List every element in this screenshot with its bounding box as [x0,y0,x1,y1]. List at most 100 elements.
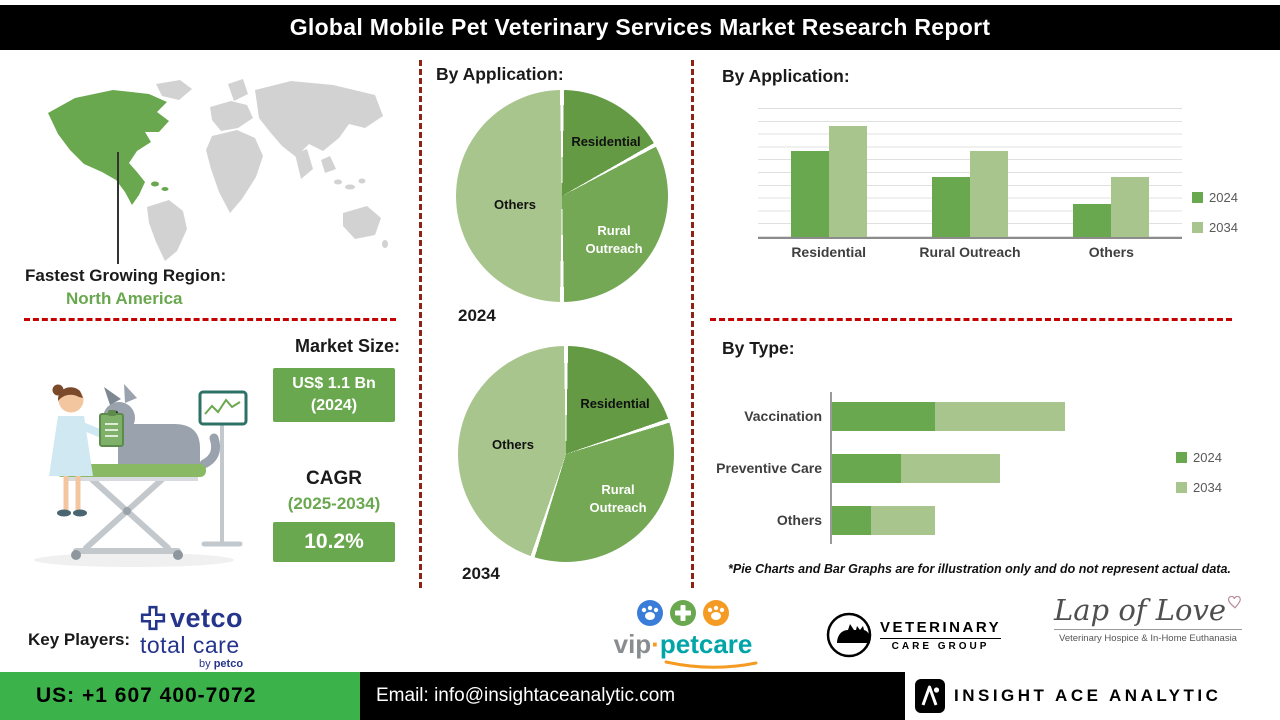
type-bar-row-preventive-care: Preventive Care [712,442,1170,494]
cagr-period: (2025-2034) [287,494,381,513]
bar-group-others [1041,109,1182,237]
type-bar-track [830,505,1170,535]
application-bar-legend: 2024 2034 [1192,190,1238,250]
type-category-label-preventive-care: Preventive Care [716,460,822,476]
key-players-label: Key Players: [28,630,131,649]
bar-2034-preventive-care [901,453,1000,483]
legend-label-2034: 2034 [1209,220,1238,235]
type-bar-row-vaccination: Vaccination [712,390,1170,442]
legend-swatch-2024 [1192,192,1203,203]
fastest-growing-region-label: Fastest Growing Region: [25,266,227,285]
footer-email: Email: info@insightaceanalytic.com [360,672,905,720]
left-section-divider [24,318,396,321]
vetco-total-care: total care [140,632,240,659]
fastest-growing-region-value: North America [66,289,183,308]
pie-slice-label-others: Others [494,197,536,212]
application-bar-chart: Residential Rural Outreach Others [758,108,1182,260]
vcg-divider [880,637,1002,639]
heart-icon [1228,596,1241,609]
application-bar-plot [758,108,1182,239]
mid-left-divider [419,60,422,588]
vip-separator: · [651,629,660,659]
bar-2024-vaccination [830,401,936,431]
type-category-label-others: Others [776,512,822,528]
legend-label-2024: 2024 [1193,450,1222,465]
vip-petcare-icons [637,600,729,626]
bar-2034-rural-outreach [969,151,1008,237]
vetco-name: vetco [170,603,244,633]
map-pointer-line [117,152,119,264]
bar-2034-vaccination [935,401,1065,431]
pie-chart-2034: Residential Rural Outreach Others [458,346,674,562]
market-size-year: (2024) [310,397,358,414]
type-bar-track [830,401,1170,431]
legend-swatch-2034 [1192,222,1203,233]
vetco-by: by [199,658,211,671]
type-bar-rows: Vaccination Preventive Care Others [712,390,1170,546]
bar-group-residential [758,109,899,237]
petcare-text: petcare [659,629,753,659]
insight-ace-logo-icon [915,679,945,713]
bar-2024-rural-outreach [931,176,970,237]
brand-name: INSIGHT ACE ANALYTIC [954,686,1222,705]
veterinarian-illustration [34,382,248,567]
footer-brand: INSIGHT ACE ANALYTIC [905,672,1280,720]
bar-2024-others [1073,203,1112,237]
market-size-label: Market Size: [294,336,400,356]
pie-year-label-2034: 2034 [462,564,500,583]
legend-swatch-2024 [1176,452,1187,463]
type-bar-axis [830,392,832,544]
mid-right-divider [691,60,694,588]
bar-2034-others [870,505,936,535]
legend-item-2024: 2024 [1192,190,1238,205]
right-section-divider [710,318,1232,321]
legend-item-2034: 2034 [1192,220,1238,235]
plus-icon [140,606,166,631]
pie-year-label-2024: 2024 [458,306,496,325]
application-bar-categories: Residential Rural Outreach Others [758,244,1182,260]
world-map [48,79,388,261]
logo-veterinary-care-group: VETERINARY CARE GROUP [826,612,1002,658]
logo-lap-of-love: Lap of Love Veterinary Hospice & In-Home… [1048,596,1248,644]
lap-of-love-name: Lap of Love [1053,593,1226,627]
pie-chart-2024: Residential Rural Outreach Others [456,90,668,302]
type-bar-track [830,453,1170,483]
bar-2024-preventive-care [830,453,902,483]
logo-vetco-total-care: vetco total care by petco [140,604,243,671]
type-bar-row-others: Others [712,494,1170,546]
bar-2024-residential [790,151,829,237]
logo-vip-petcare: vip·petcare [598,598,768,670]
vip-petcare-name: vip·petcare [614,629,753,660]
bar-2024-others [830,505,871,535]
bar-category-label-rural-outreach: Rural Outreach [919,244,1021,260]
market-size-badge: US$ 1.1 Bn (2024) [273,368,395,422]
legend-label-2024: 2024 [1209,190,1238,205]
pie-slice-label-others: Others [492,437,534,452]
pie-slice-label-residential: Residential [580,396,650,411]
bar-2034-residential [828,125,867,237]
type-bar-legend: 2024 2034 [1176,450,1222,510]
pie-slice-label-residential: Residential [571,134,641,149]
paw-icon [703,600,729,626]
type-bar-chart: Vaccination Preventive Care Others [712,390,1170,548]
vcg-line1: VETERINARY [880,618,1002,636]
legend-item-2034: 2034 [1176,480,1222,495]
paw-icon [637,600,663,626]
legend-label-2034: 2034 [1193,480,1222,495]
page-title: Global Mobile Pet Veterinary Services Ma… [0,5,1280,50]
bar-section-heading: By Application: [722,66,850,86]
market-size-value: US$ 1.1 Bn [292,375,376,393]
vetco-petco: petco [213,658,244,671]
type-category-label-vaccination: Vaccination [744,408,822,424]
bar-category-label-residential: Residential [791,244,867,260]
legend-swatch-2034 [1176,482,1187,493]
footer-phone: US: +1 607 400-7072 [0,672,360,720]
lap-of-love-rule [1054,629,1242,630]
cagr-value-badge: 10.2% [273,522,395,562]
vcg-line2: CARE GROUP [891,640,990,652]
type-section-heading: By Type: [722,338,795,358]
illustration-disclaimer: *Pie Charts and Bar Graphs are for illus… [728,562,1231,576]
cross-icon [670,600,696,626]
bar-2034-others [1111,176,1150,237]
pie-section-heading: By Application: [436,64,564,84]
